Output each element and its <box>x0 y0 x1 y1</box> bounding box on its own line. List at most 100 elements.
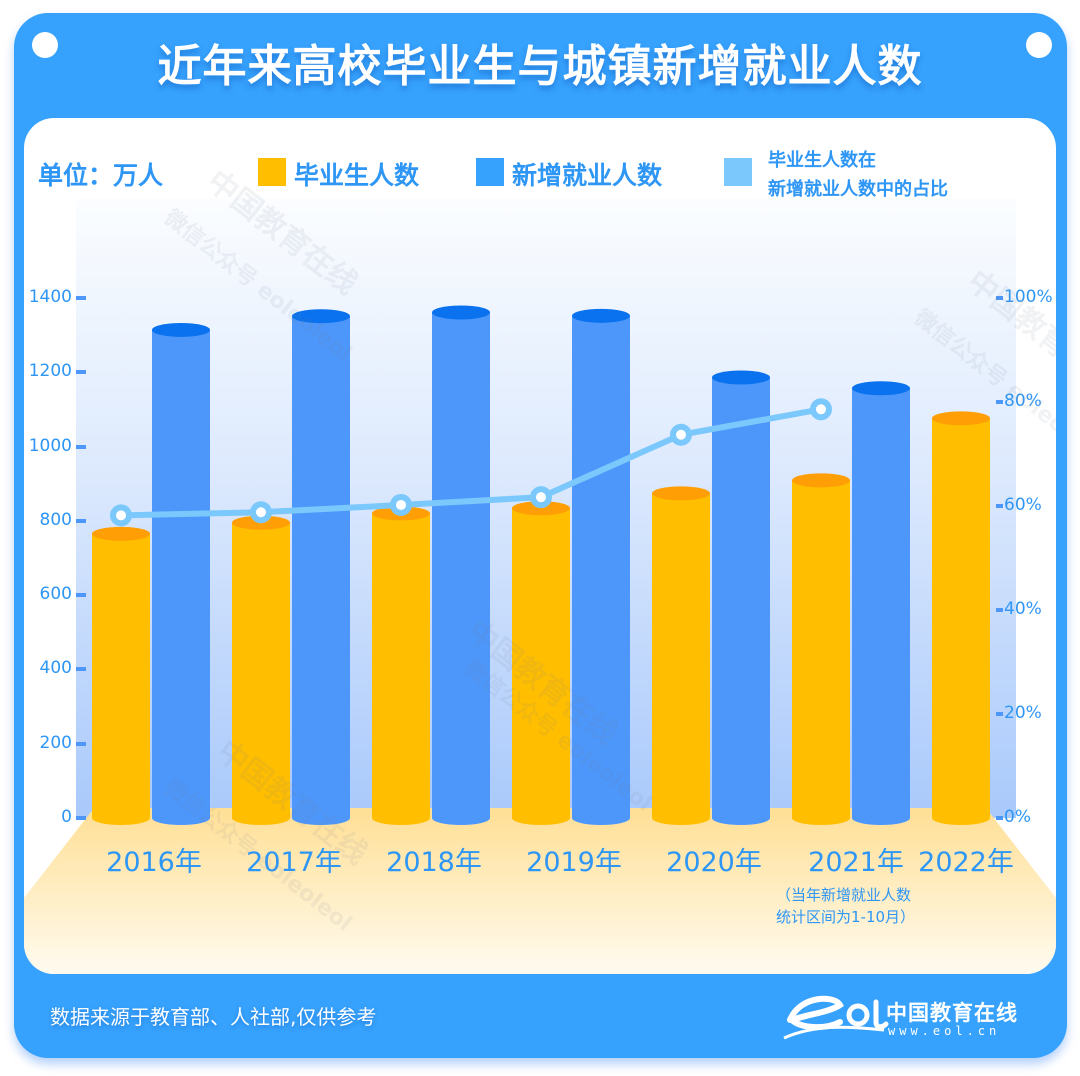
bar-graduates <box>652 493 710 818</box>
legend-ratio: 毕业生人数在 新增就业人数中的占比 <box>768 146 948 204</box>
bar-new-jobs-base <box>152 811 210 825</box>
bar-graduates-top <box>652 486 710 501</box>
y-left-tick-mark <box>76 296 86 300</box>
y-left-tick-mark <box>76 741 86 746</box>
y-right-tick-label: 20% <box>1004 703 1042 723</box>
chart-panel: 单位：万人 毕业生人数 新增就业人数 毕业生人数在 新增就业人数中的占比 0 20… <box>24 118 1056 974</box>
bar-graduates <box>512 508 570 818</box>
bar-new-jobs-top <box>572 308 630 323</box>
legend-new-jobs: 新增就业人数 <box>512 161 663 190</box>
ratio-point-center <box>396 499 406 510</box>
bar-new-jobs-base <box>712 811 770 825</box>
y-right-tick-label: 0% <box>1004 807 1031 827</box>
bar-new-jobs <box>572 315 630 818</box>
bar-graduates-top <box>92 526 150 541</box>
eol-logo-icon <box>783 995 889 1040</box>
ratio-point-center <box>256 507 266 518</box>
bar-new-jobs-top <box>712 370 770 385</box>
bar-graduates-top <box>512 501 570 516</box>
bar-graduates-base <box>232 811 290 825</box>
y-right-tick-mark <box>996 400 1003 404</box>
y-left-tick-label: 1400 <box>28 287 72 307</box>
bar-graduates <box>92 533 150 818</box>
y-right-tick-label: 100% <box>1004 287 1053 307</box>
bar-graduates <box>372 513 430 818</box>
logo-url: www.eol.cn <box>888 1024 1001 1038</box>
legend-swatch-new-jobs <box>476 158 504 186</box>
data-source-note: 数据来源于教育部、人社部,仅供参考 <box>50 1005 377 1029</box>
bar-graduates-base <box>652 811 710 825</box>
bar-graduates <box>792 480 850 818</box>
bar-new-jobs <box>152 329 210 818</box>
logo-text-cn: 中国教育在线 <box>886 1001 1018 1025</box>
bar-graduates <box>232 522 290 818</box>
bar-graduates <box>932 418 990 818</box>
bar-new-jobs <box>852 388 910 818</box>
ratio-line <box>120 406 822 519</box>
y-left-tick-mark <box>76 370 86 375</box>
ratio-point-center <box>536 492 546 503</box>
y-left-tick-mark <box>76 444 86 449</box>
floor-base <box>24 808 1056 974</box>
y-right-tick-label: 60% <box>1004 495 1042 515</box>
bar-new-jobs <box>292 316 350 818</box>
bar-new-jobs-top <box>152 322 210 337</box>
bar-new-jobs-top <box>432 305 490 320</box>
bar-new-jobs-base <box>432 811 490 825</box>
y-right-tick-mark <box>996 504 1003 508</box>
x-label-2021: 2021年 <box>808 847 904 878</box>
bar-graduates-base <box>932 811 990 825</box>
y-right-tick-mark <box>996 608 1003 612</box>
bar-graduates-base <box>512 811 570 825</box>
bar-new-jobs-base <box>852 811 910 825</box>
x-label-2019: 2019年 <box>526 847 622 878</box>
legend-swatch-graduates <box>258 158 286 186</box>
y-left-tick-label: 800 <box>39 509 72 530</box>
ratio-point-center <box>116 510 126 521</box>
legend-ratio-line2: 新增就业人数中的占比 <box>768 179 948 200</box>
legend-swatch-ratio <box>724 158 752 186</box>
y-left-tick-mark <box>76 518 86 523</box>
unit-label: 单位：万人 <box>38 161 164 190</box>
chart-title: 近年来高校毕业生与城镇新增就业人数 <box>157 41 923 92</box>
decor-dot-right <box>1026 32 1052 58</box>
bar-graduates-top <box>792 473 850 488</box>
bar-new-jobs-base <box>292 811 350 825</box>
x-label-2020: 2020年 <box>666 847 762 878</box>
y-right-tick-mark <box>996 712 1003 716</box>
y-left-tick-label: 1200 <box>28 361 72 382</box>
footnote-2021: （当年新增就业人数 统计区间为1-10月） <box>776 884 915 928</box>
bar-graduates-base <box>372 811 430 825</box>
bar-graduates-base <box>792 811 850 825</box>
x-label-2017: 2017年 <box>246 847 342 878</box>
y-right-tick-mark <box>996 816 1003 820</box>
bar-graduates-base <box>92 811 150 825</box>
legend-ratio-line1: 毕业生人数在 <box>768 150 876 171</box>
ratio-point-center <box>816 404 826 415</box>
footnote-line2: 统计区间为1-10月） <box>776 908 916 926</box>
bar-new-jobs-base <box>572 811 630 825</box>
bar-new-jobs-top <box>852 381 910 396</box>
y-right-tick-mark <box>996 296 1003 300</box>
y-left-tick-label: 600 <box>39 584 72 605</box>
y-right-tick-label: 80% <box>1004 391 1042 411</box>
y-left-tick-label: 200 <box>39 732 72 753</box>
chart-svg <box>92 305 990 825</box>
y-left-tick-mark <box>76 667 86 672</box>
y-right-tick-label: 40% <box>1004 599 1042 619</box>
y-left-tick-label: 400 <box>39 658 72 679</box>
y-left-tick-label: 0 <box>61 807 72 827</box>
y-left-tick-mark <box>76 593 86 598</box>
decor-dot-left <box>32 32 58 58</box>
bar-new-jobs <box>432 312 490 818</box>
x-label-2016: 2016年 <box>106 847 202 878</box>
legend-graduates: 毕业生人数 <box>294 161 420 190</box>
x-label-2022: 2022年 <box>918 847 1014 878</box>
ratio-point-center <box>676 429 686 440</box>
bar-graduates-top <box>932 411 990 426</box>
footnote-line1: （当年新增就业人数 <box>776 886 912 904</box>
y-left-tick-label: 1000 <box>28 435 72 456</box>
bar-new-jobs-top <box>292 309 350 324</box>
x-label-2018: 2018年 <box>386 847 482 878</box>
bar-new-jobs <box>712 377 770 818</box>
